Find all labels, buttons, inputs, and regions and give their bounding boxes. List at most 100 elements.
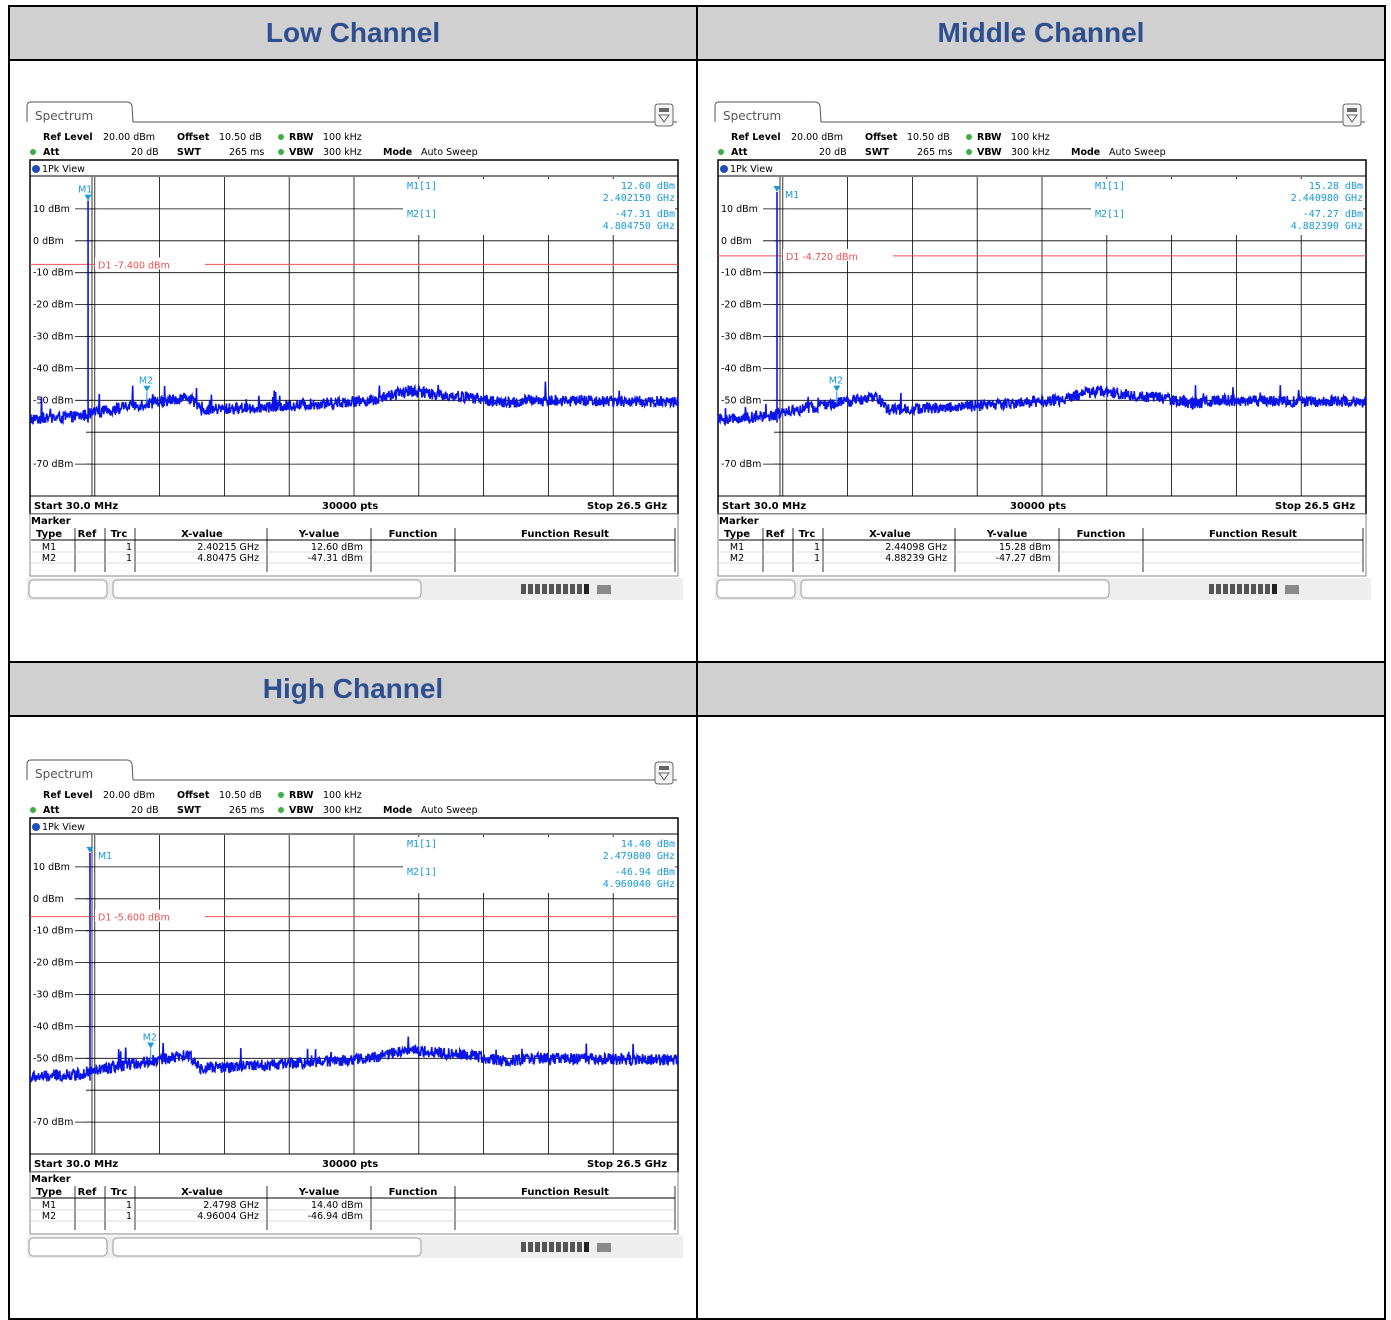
lxi-icon [597,585,611,594]
vbw-value: 300 kHz [323,805,362,816]
marker-row-x: 4.88239 GHz [885,553,947,564]
progress-segment [528,1242,533,1252]
display-settings-icon[interactable] [1342,103,1362,127]
vbw-coupled-indicator [278,807,284,813]
swt-label: SWT [177,147,201,158]
spectrum-display: Spectrum Ref Level 20.00 dBm Offset 10.50 dB… [26,759,683,1258]
att-label: Att [43,805,60,816]
marker-row-y: 14.40 dBm [311,1200,363,1211]
y-tick-label: 0 dBm [33,236,64,247]
rbw-coupled-indicator [278,792,284,798]
marker-row-x: 2.44098 GHz [885,542,947,553]
marker-row-trc: 1 [126,553,132,564]
spectrum-display: Spectrum Ref Level 20.00 dBm Offset 10.50 dB… [714,101,1371,600]
marker-table-header: Function Result [521,529,609,540]
swt-label: SWT [865,147,889,158]
spectrum-panel-middle: Spectrum Ref Level 20.00 dBm Offset 10.50 dB… [714,100,1371,610]
marker-row-type: M2 [42,553,56,564]
lxi-icon [597,1243,611,1252]
marker-row-trc: 1 [126,542,132,553]
marker-m2-label: M2 [143,1033,157,1044]
marker-row-trc: 1 [126,1211,132,1222]
readout-m1-level: 12.60 dBm [621,181,675,192]
swt-value: 265 ms [229,805,264,816]
marker-m1-triangle[interactable] [86,846,94,853]
progress-indicator [1209,584,1277,594]
stop-frequency-label: Stop 26.5 GHz [1275,501,1355,512]
marker-readout-bg [403,837,675,893]
status-field-message[interactable] [112,579,422,599]
marker-row-y: -47.27 dBm [996,553,1051,564]
offset-value: 10.50 dB [219,132,262,143]
table-divider-h3 [8,715,1386,717]
status-field-left[interactable] [28,579,108,599]
y-tick-label: -70 dBm [33,1117,73,1128]
y-tick-label: -10 dBm [33,268,73,279]
offset-value: 10.50 dB [907,132,950,143]
marker-row-type: M2 [730,553,744,564]
marker-m2-label: M2 [139,376,153,387]
spectrum-panel-low: Spectrum Ref Level 20.00 dBm Offset 10.50 dB… [26,100,683,610]
y-tick-label: -10 dBm [33,926,73,937]
rbw-label: RBW [977,132,1002,143]
marker-table-header: Function [389,1187,438,1198]
att-coupled-indicator [30,807,36,813]
y-tick-label: -30 dBm [33,990,73,1001]
spectrum-trace [29,381,679,426]
att-value: 20 dB [131,805,159,816]
display-settings-icon[interactable] [654,761,674,785]
y-tick-label: -70 dBm [721,459,761,470]
marker-row-type: M1 [42,1200,56,1211]
marker-table-title: Marker [719,516,759,527]
progress-segment [556,1242,561,1252]
marker-row-type: M1 [42,542,56,553]
trace-indicator [32,823,40,831]
marker-m1-triangle[interactable] [773,186,781,193]
spectrum-tab[interactable] [26,759,134,781]
mode-label: Mode [383,147,412,158]
icon-triangle [658,772,670,781]
marker-readout-bg [1091,179,1363,235]
status-field-left[interactable] [716,579,796,599]
vbw-coupled-indicator [278,149,284,155]
readout-m2-frequency: 4.960040 GHz [603,879,675,890]
marker-m2-triangle[interactable] [147,1042,155,1049]
progress-segment [570,1242,575,1252]
status-field-message[interactable] [800,579,1110,599]
status-field-left[interactable] [28,1237,108,1257]
marker-m2-triangle[interactable] [143,385,151,392]
marker-m1-label: M1 [78,185,92,196]
marker-table-header: Function [1077,529,1126,540]
swt-value: 265 ms [917,147,952,158]
marker-table-header: Function Result [521,1187,609,1198]
progress-indicator [521,584,589,594]
ref-level-value: 20.00 dBm [103,132,155,143]
marker-row-trc: 1 [126,1200,132,1211]
progress-segment [1230,584,1235,594]
marker-table-header: X-value [869,529,911,540]
marker-m1-triangle[interactable] [84,194,92,201]
readout-m2-label: M2[1] [407,867,437,878]
rbw-label: RBW [289,132,314,143]
spectrum-trace [717,384,1367,427]
y-tick-label: -50 dBm [33,395,73,406]
display-settings-icon[interactable] [654,103,674,127]
y-tick-label: -50 dBm [721,395,761,406]
marker-row-x: 4.96004 GHz [197,1211,259,1222]
display-line-label-bg [95,909,205,922]
progress-segment [556,584,561,594]
spectrum-tab[interactable] [26,101,134,123]
y-tick-label: 10 dBm [33,204,70,215]
mode-label: Mode [1071,147,1100,158]
status-field-message[interactable] [112,1237,422,1257]
readout-m1-label: M1[1] [407,181,437,192]
att-label: Att [43,147,60,158]
y-tick-label: -50 dBm [33,1053,73,1064]
marker-table [29,513,679,577]
marker-table-header: Y-value [986,529,1028,540]
readout-m1-level: 15.28 dBm [1309,181,1363,192]
spectrum-tab[interactable] [714,101,822,123]
marker-table-header: Type [36,529,62,540]
marker-m2-triangle[interactable] [833,385,841,392]
att-value: 20 dB [819,147,847,158]
